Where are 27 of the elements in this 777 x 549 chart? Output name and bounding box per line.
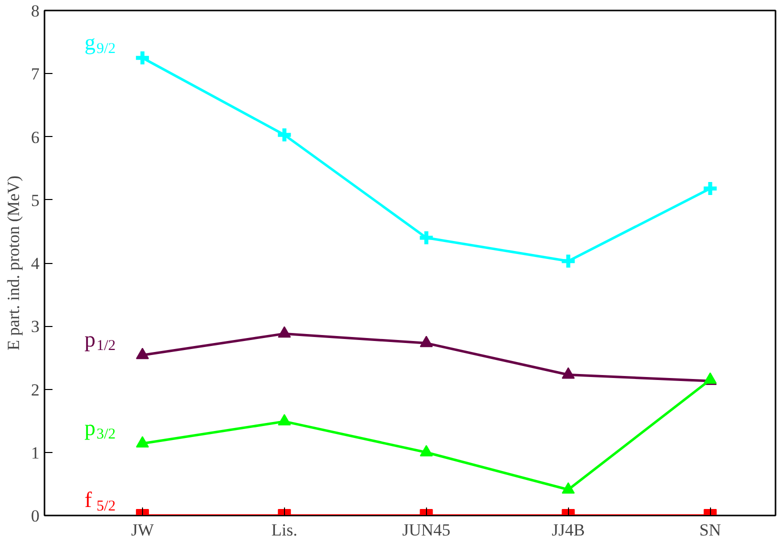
point bbox=[560, 252, 577, 270]
x-tick-label: JW bbox=[131, 520, 155, 540]
point bbox=[420, 336, 433, 348]
x-tick-label: SN bbox=[699, 520, 722, 540]
point bbox=[278, 326, 291, 338]
y-tick-label: 6 bbox=[31, 128, 40, 147]
y-tick-label: 3 bbox=[31, 317, 40, 336]
point bbox=[276, 126, 293, 144]
point bbox=[278, 414, 291, 426]
point bbox=[136, 348, 149, 360]
point bbox=[418, 229, 435, 246]
x-tick-label: Lis. bbox=[271, 520, 298, 540]
y-tick-label: 2 bbox=[31, 380, 40, 400]
y-tick-label: 7 bbox=[31, 64, 40, 84]
y-axis-title: E part. ind. proton (MeV) bbox=[4, 176, 23, 350]
point bbox=[562, 482, 575, 494]
point bbox=[134, 49, 151, 66]
y-tick-label: 8 bbox=[31, 2, 40, 20]
y-tick-label: 1 bbox=[31, 443, 40, 462]
y-tick-label: 4 bbox=[31, 254, 40, 273]
point bbox=[562, 367, 575, 379]
y-tick-label: 5 bbox=[31, 190, 40, 210]
y-tick-label: 0 bbox=[31, 506, 40, 526]
point bbox=[136, 436, 149, 448]
x-tick-label: JUN45 bbox=[402, 520, 450, 540]
x-tick-label: JJ4B bbox=[552, 520, 585, 540]
point bbox=[420, 444, 433, 456]
